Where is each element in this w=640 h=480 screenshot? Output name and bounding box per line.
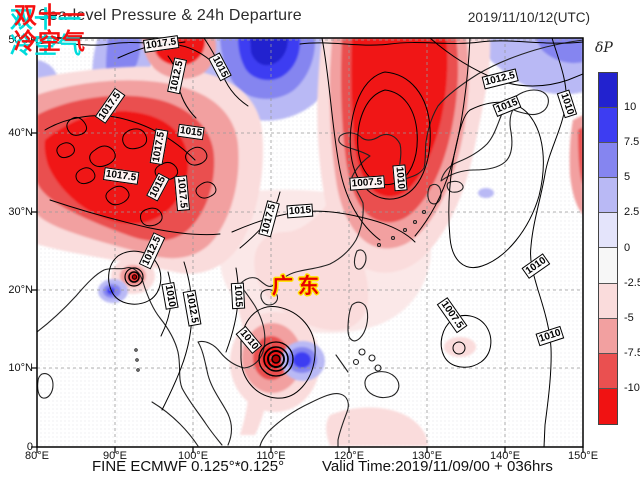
- typhoon-rings: [124, 267, 294, 377]
- colorbar: [598, 72, 618, 425]
- colorbar-tick-label: -2.5: [624, 276, 640, 289]
- typhoon-blue-blobs: [98, 279, 325, 381]
- page-title: Sea-level Pressure & 24h Departure: [38, 7, 302, 24]
- isobar-label: 1015: [286, 203, 314, 219]
- colorbar-segment: [599, 213, 617, 249]
- colorbar-tick-label: -5: [624, 311, 634, 324]
- x-tick-label: 140°E: [489, 450, 521, 462]
- annotation-line2: 冷空气: [14, 28, 86, 54]
- colorbar-tick-label: 7.5: [624, 136, 640, 149]
- colorbar-segment: [599, 143, 617, 179]
- colorbar-title: δP: [595, 40, 613, 56]
- isobar-label: 1007.5: [349, 175, 385, 191]
- colorbar-segment: [599, 318, 617, 354]
- colorbar-tick-label: -10: [624, 381, 640, 394]
- colorbar-tick-label: 5: [624, 171, 631, 184]
- colorbar-segment: [599, 108, 617, 144]
- map-datetime: 2019/11/10/12(UTC): [467, 10, 590, 25]
- isobar-label: 1015: [230, 282, 246, 310]
- x-tick-label: 110°E: [256, 450, 286, 462]
- annotation-guangdong: 广东: [272, 275, 324, 298]
- terrain-contour-noise: [56, 116, 217, 227]
- y-tick-label: 0: [26, 441, 33, 453]
- model-caption: FINE ECMWF 0.125°*0.125°: [92, 458, 285, 475]
- colorbar-segment: [599, 353, 617, 389]
- colorbar-tick-label: 10: [624, 101, 637, 114]
- y-tick-label: 40°N: [8, 127, 33, 139]
- colorbar-segment: [599, 73, 617, 109]
- x-tick-label: 150°E: [567, 450, 599, 462]
- colorbar-tick-label: -7.5: [624, 346, 640, 359]
- colorbar-segment: [599, 178, 617, 214]
- y-tick-label: 10°N: [8, 362, 33, 374]
- colorbar-segment: [599, 283, 617, 319]
- x-tick-label: 120°E: [333, 450, 365, 462]
- x-tick-label: 80°E: [25, 450, 49, 462]
- x-tick-label: 90°E: [103, 450, 127, 462]
- colorbar-tick-label: 0: [624, 241, 631, 254]
- axis-ticks: [31, 39, 584, 453]
- y-axis-labels: 50°N 40°N 30°N 20°N 10°N 0: [0, 0, 36, 480]
- map-frame: [36, 37, 584, 448]
- colorbar-segment: [599, 388, 617, 424]
- x-tick-label: 130°E: [411, 450, 443, 462]
- colorbar-tick-label: 2.5: [624, 206, 640, 219]
- valid-time-caption: Valid Time:2019/11/09/00 + 036hrs: [322, 458, 553, 475]
- x-tick-label: 100°E: [177, 450, 209, 462]
- y-tick-label: 30°N: [8, 206, 33, 218]
- x-axis-labels: 80°E 90°E 100°E 110°E 120°E 130°E 140°E 150°E: [0, 450, 640, 466]
- y-tick-label: 50°N: [8, 34, 33, 46]
- y-tick-label: 20°N: [8, 284, 33, 296]
- isobar-label: 1010: [392, 164, 408, 192]
- colorbar-segment: [599, 248, 617, 284]
- annotation-double11-cold-air: 双十一 冷空气: [14, 2, 86, 54]
- annotation-line1: 双十一: [14, 2, 86, 28]
